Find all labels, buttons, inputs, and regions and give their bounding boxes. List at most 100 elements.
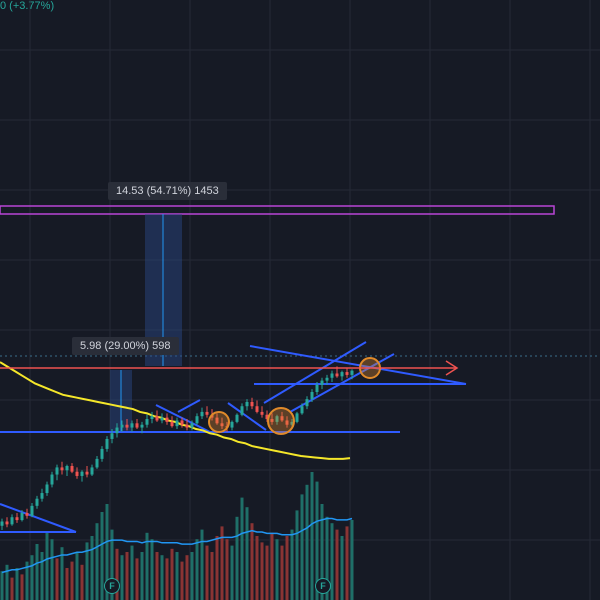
candle-body [20,512,24,521]
volume-bar [45,532,49,600]
volume-bar [200,529,204,600]
volume-bar [155,552,159,600]
volume-bar [55,558,59,600]
earnings-badge[interactable]: F [315,578,331,594]
volume-bar [285,536,289,600]
volume-bar [70,561,74,600]
candle-body [40,493,44,499]
volume-bar [120,555,124,600]
candle-body [255,406,259,412]
volume-bar [225,539,229,600]
volume-bar [190,552,194,600]
candle-body [120,424,124,428]
candle-body [335,373,339,377]
measure-label-1: 14.53 (54.71%) 1453 [108,182,227,200]
volume-bar [125,552,129,600]
volume-bar [260,542,264,600]
candle-body [290,421,294,425]
candle-body [315,384,319,392]
volume-bar [20,574,24,600]
volume-bar [345,526,349,600]
volume-bar [220,526,224,600]
price-arrow [0,360,459,376]
candle-body [155,416,159,421]
volume-bar [350,520,354,600]
candle-body [325,377,329,381]
trendline [155,404,211,433]
volume-bar [295,510,299,600]
candle-body [90,467,94,475]
volume-bar [5,564,9,600]
volume-bar [140,552,144,600]
volume-bar [145,532,149,600]
candle-body [45,484,49,494]
candle-body [215,417,219,424]
volume-bar [65,568,69,600]
trendline [0,503,77,533]
target-zone-rectangle [0,205,555,215]
volume-bar [235,516,239,600]
candle-body [170,421,174,427]
candle-body [350,370,354,375]
volume-bar [100,512,104,600]
volume-bar [35,544,39,600]
volume-bar [230,545,234,600]
pattern-circle [208,411,230,433]
candle-body [65,466,69,471]
volume-bar [60,547,64,600]
candle-body [265,414,269,420]
candle-body [150,416,154,420]
volume-bar [10,577,14,600]
volume-moving-average-line [1,517,353,574]
candle-body [110,433,114,439]
candle-body [25,512,29,516]
candle-body [310,392,314,400]
candle-body [130,423,134,428]
candle-body [50,474,54,485]
volume-bar [305,484,309,600]
volume-bar [110,529,114,600]
trendline [249,345,467,385]
volume-bar [250,523,254,600]
candle-body [240,406,244,415]
candle-body [250,401,254,407]
candle-body [105,438,109,449]
candle-body [230,421,234,428]
volume-bar [90,536,94,600]
trendlines [0,341,467,533]
candle-body [220,423,224,427]
measure-label-2: 5.98 (29.00%) 598 [72,337,179,355]
candle-body [55,467,59,475]
volume-bar [325,516,329,600]
candle-body [340,372,344,377]
candle-body [165,417,169,422]
candle-body [75,471,79,476]
volume-bar [330,523,334,600]
candle-body [10,517,14,525]
trendline [177,399,201,413]
candle-body [235,414,239,422]
candle-body [305,399,309,407]
candle-body [125,424,129,428]
candle-body [95,458,99,468]
volume-bar [265,545,269,600]
candle-body [145,419,149,425]
candle-body [30,505,34,516]
candle-body [320,380,324,385]
volume-bar [310,472,314,600]
volume-bar [245,507,249,600]
volume-bar [340,536,344,600]
candle-body [180,420,184,425]
candle-body [190,423,194,428]
candle-body [60,467,64,471]
earnings-badge[interactable]: F [104,578,120,594]
volume-bar [25,561,29,600]
volume-bar [195,539,199,600]
candle-body [330,373,334,378]
candle-body [205,411,209,415]
volume-bar [240,497,244,600]
volume-bar [95,523,99,600]
candle-body [15,517,19,521]
